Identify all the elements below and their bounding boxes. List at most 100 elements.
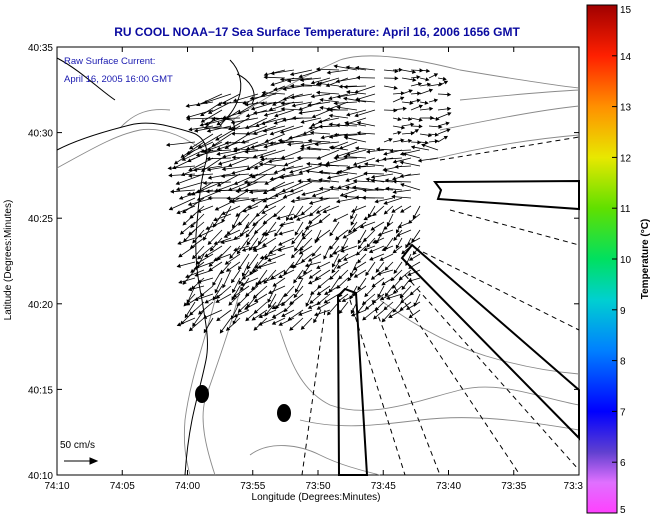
colorbar-tick-label: 13 [620, 103, 632, 114]
current-vector-head [388, 138, 393, 142]
current-vector-head [345, 112, 351, 117]
current-vector-head [319, 97, 324, 103]
current-vector [344, 122, 367, 127]
current-vector [241, 133, 268, 144]
current-vector-head [365, 149, 371, 154]
current-vector-head [426, 82, 432, 87]
current-vector [208, 173, 232, 179]
current-vector-head [188, 327, 194, 332]
current-vector-head [263, 144, 268, 149]
current-vector [251, 197, 277, 201]
current-vector [346, 109, 367, 116]
current-vector-head [215, 299, 220, 303]
current-vector-head [416, 98, 421, 103]
current-vector-head [261, 90, 266, 95]
current-vector-head [316, 291, 322, 296]
current-vector-head [421, 143, 426, 148]
x-tick-label: 73:3 [564, 481, 584, 492]
current-vector-head [252, 248, 258, 252]
current-vector [324, 164, 349, 167]
current-vector-head [288, 216, 294, 221]
current-vector-head [379, 257, 384, 261]
current-vector-head [368, 249, 374, 254]
current-vector-head [277, 138, 282, 143]
current-vector-head [251, 286, 256, 290]
current-vector [203, 309, 223, 319]
current-vector-head [401, 285, 406, 290]
current-vector-head [192, 322, 197, 327]
current-vector-head [374, 186, 379, 192]
current-vector-head [232, 293, 238, 298]
current-vector [186, 117, 214, 120]
current-vector-head [311, 193, 317, 198]
current-vector-head [294, 247, 298, 252]
current-vector [400, 161, 421, 167]
current-vector-head [377, 293, 382, 299]
current-vector-head [306, 177, 311, 183]
current-vector-head [310, 80, 315, 85]
current-vector [371, 173, 394, 178]
current-vector [274, 109, 295, 117]
current-vector [327, 173, 349, 179]
current-vector-head [250, 106, 256, 111]
current-vector-head [273, 170, 278, 175]
current-vector-head [375, 268, 380, 273]
current-vector-head [363, 216, 368, 221]
current-vector-head [392, 159, 397, 164]
current-vector-head [373, 315, 378, 320]
current-vector-head [314, 141, 319, 147]
current-vector-head [261, 231, 266, 236]
current-vector-head [349, 272, 354, 277]
current-vector [263, 189, 286, 203]
current-vector-head [220, 240, 225, 245]
current-vector-head [326, 70, 331, 75]
current-vector-head [287, 142, 292, 147]
current-vector-head [331, 263, 336, 268]
current-vector [282, 181, 304, 192]
current-vector [245, 213, 259, 229]
current-vector [309, 197, 331, 204]
current-vector-head [260, 101, 265, 106]
current-vector-head [279, 77, 284, 82]
current-vector-head [286, 216, 290, 222]
current-vector-head [412, 250, 417, 256]
current-vector-head [410, 122, 415, 127]
current-vector-head [271, 305, 277, 310]
current-vector-head [294, 231, 299, 236]
current-vector-head [202, 315, 208, 319]
current-vector-head [272, 282, 277, 287]
current-vector-head [282, 194, 288, 199]
current-vector-head [247, 204, 253, 209]
current-vector [211, 133, 232, 147]
current-vector [371, 180, 394, 183]
current-vector [337, 106, 358, 111]
current-vector [338, 171, 358, 175]
current-vector-head [343, 84, 348, 89]
current-vector-head [424, 140, 429, 145]
current-vector [192, 309, 205, 327]
current-vector-head [343, 135, 349, 141]
current-vector [222, 149, 250, 158]
current-vector-head [363, 171, 368, 176]
current-vector-head [343, 154, 348, 159]
current-vector-head [315, 67, 320, 72]
current-vector-head [219, 329, 224, 334]
current-vector [283, 189, 304, 198]
current-vector [240, 277, 259, 286]
current-vector-head [241, 272, 246, 277]
current-vector-head [392, 189, 397, 194]
current-vector [312, 109, 331, 118]
current-vector-head [186, 301, 191, 306]
scale-label: 50 cm/s [60, 440, 95, 451]
current-vector-head [426, 68, 431, 73]
current-vector [316, 92, 340, 95]
current-vector-head [392, 249, 397, 254]
current-vector [233, 148, 259, 151]
current-vector-head [272, 101, 277, 106]
current-vector-head [345, 177, 350, 183]
current-vector [264, 76, 286, 79]
current-vector-head [401, 250, 406, 255]
current-vector-head [165, 142, 171, 147]
current-vector [271, 69, 295, 74]
x-tick-label: 74:05 [110, 481, 135, 492]
